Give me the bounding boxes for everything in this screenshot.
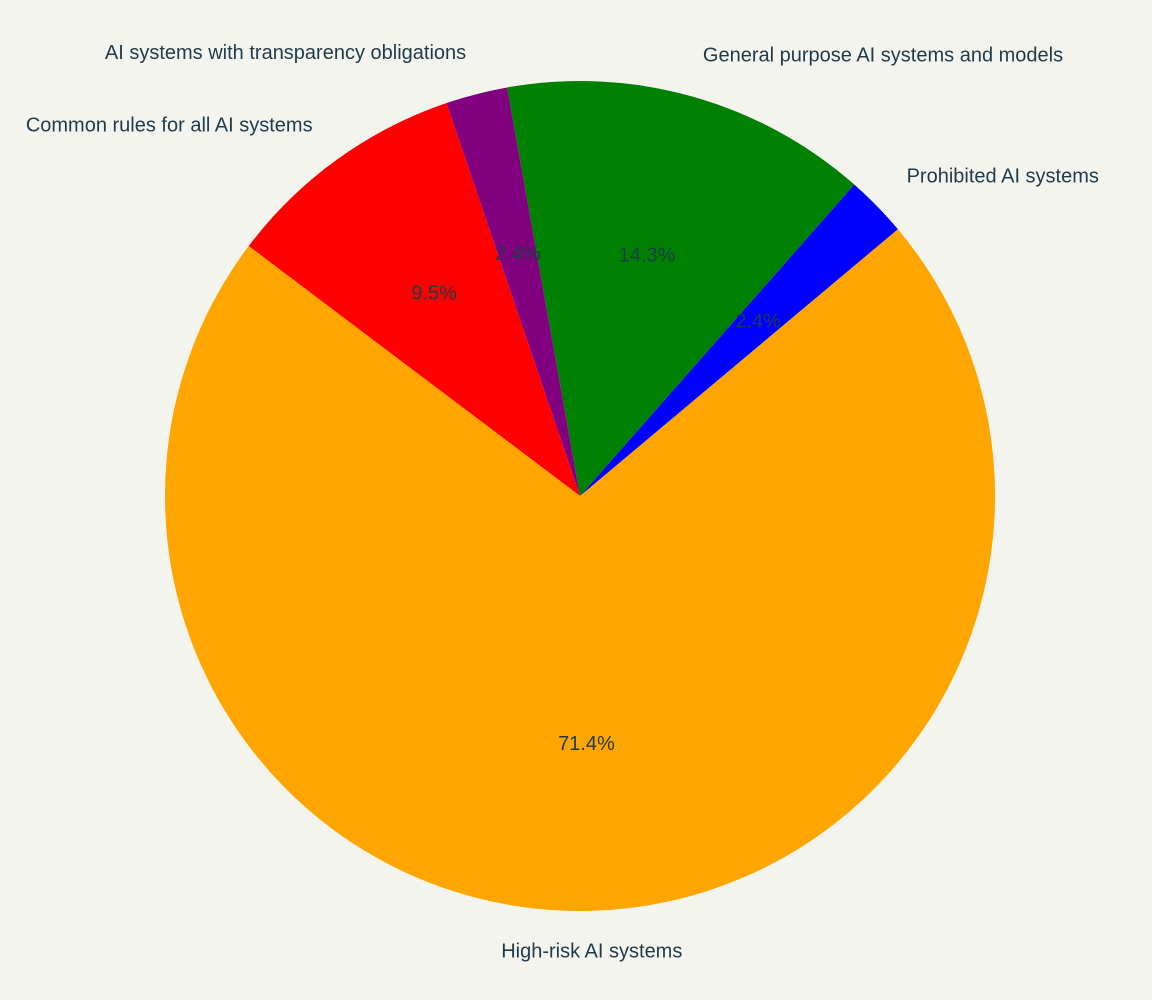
category-label-0: Prohibited AI systems — [907, 165, 1099, 187]
category-label-2: AI systems with transparency obligations — [105, 42, 466, 64]
pie-slice-4 — [164, 229, 995, 912]
percent-label-0: 2.4% — [735, 310, 781, 332]
pie-slice-1 — [507, 81, 855, 496]
category-labels: Prohibited AI systems General purpose AI … — [26, 42, 1099, 962]
pie-slice-3 — [248, 103, 580, 496]
category-label-4: High-risk AI systems — [501, 941, 682, 963]
category-label-1: General purpose AI systems and models — [703, 45, 1063, 67]
percent-label-1: 14.3% — [619, 244, 676, 266]
pie-slices — [164, 81, 995, 912]
percent-label-2: 2.4% — [495, 243, 541, 265]
pie-slice-2 — [446, 87, 580, 497]
percent-label-4: 71.4% — [558, 733, 615, 755]
pie-slice-0 — [580, 184, 898, 496]
category-label-3: Common rules for all AI systems — [26, 114, 313, 136]
percent-label-3: 9.5% — [411, 282, 457, 304]
percent-labels: 2.4% 14.3% 2.4% 9.5% 71.4% — [411, 243, 781, 755]
